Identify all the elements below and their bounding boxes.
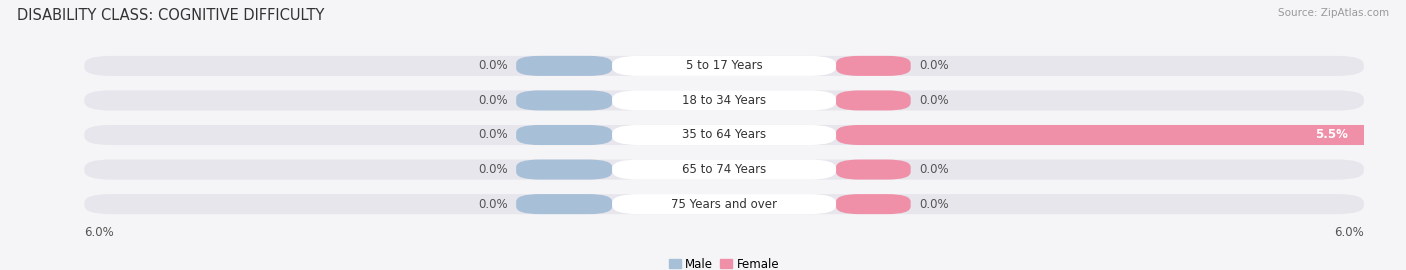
FancyBboxPatch shape — [84, 194, 1364, 214]
FancyBboxPatch shape — [516, 90, 612, 110]
Text: 6.0%: 6.0% — [84, 225, 114, 239]
Text: Source: ZipAtlas.com: Source: ZipAtlas.com — [1278, 8, 1389, 18]
Text: 0.0%: 0.0% — [920, 59, 949, 72]
Text: 0.0%: 0.0% — [920, 94, 949, 107]
Text: 75 Years and over: 75 Years and over — [671, 198, 778, 211]
Text: 35 to 64 Years: 35 to 64 Years — [682, 129, 766, 141]
FancyBboxPatch shape — [516, 125, 612, 145]
FancyBboxPatch shape — [612, 160, 837, 180]
Text: DISABILITY CLASS: COGNITIVE DIFFICULTY: DISABILITY CLASS: COGNITIVE DIFFICULTY — [17, 8, 325, 23]
Text: 0.0%: 0.0% — [478, 163, 508, 176]
FancyBboxPatch shape — [837, 194, 911, 214]
FancyBboxPatch shape — [84, 56, 1364, 76]
FancyBboxPatch shape — [612, 56, 837, 76]
FancyBboxPatch shape — [516, 56, 612, 76]
Text: 0.0%: 0.0% — [920, 163, 949, 176]
FancyBboxPatch shape — [516, 194, 612, 214]
FancyBboxPatch shape — [837, 125, 1406, 145]
FancyBboxPatch shape — [84, 90, 1364, 110]
Text: 0.0%: 0.0% — [478, 94, 508, 107]
FancyBboxPatch shape — [516, 160, 612, 180]
Text: 0.0%: 0.0% — [478, 59, 508, 72]
Legend: Male, Female: Male, Female — [669, 258, 779, 270]
Text: 0.0%: 0.0% — [478, 129, 508, 141]
FancyBboxPatch shape — [612, 125, 837, 145]
FancyBboxPatch shape — [84, 125, 1364, 145]
Text: 6.0%: 6.0% — [1334, 225, 1364, 239]
FancyBboxPatch shape — [612, 90, 837, 110]
Text: 5.5%: 5.5% — [1315, 129, 1348, 141]
Text: 18 to 34 Years: 18 to 34 Years — [682, 94, 766, 107]
FancyBboxPatch shape — [837, 90, 911, 110]
FancyBboxPatch shape — [84, 160, 1364, 180]
Text: 65 to 74 Years: 65 to 74 Years — [682, 163, 766, 176]
Text: 5 to 17 Years: 5 to 17 Years — [686, 59, 762, 72]
Text: 0.0%: 0.0% — [920, 198, 949, 211]
FancyBboxPatch shape — [837, 160, 911, 180]
Text: 0.0%: 0.0% — [478, 198, 508, 211]
FancyBboxPatch shape — [612, 194, 837, 214]
FancyBboxPatch shape — [837, 56, 911, 76]
